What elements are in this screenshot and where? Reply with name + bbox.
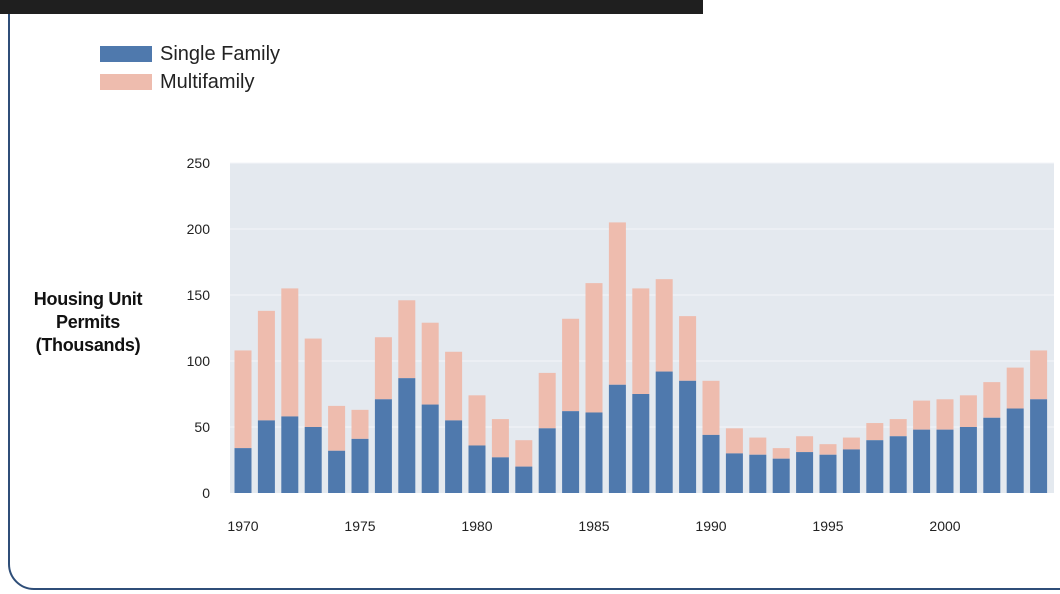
- x-tick-label: 1975: [344, 518, 375, 534]
- bar-multifamily: [749, 437, 767, 455]
- bar-single-family: [257, 420, 275, 493]
- legend-label-single-family: Single Family: [160, 42, 281, 65]
- y-tick-label: 0: [202, 485, 210, 501]
- bar-single-family: [445, 420, 463, 493]
- bar-single-family: [585, 412, 603, 493]
- bar-single-family: [398, 378, 416, 493]
- bar-single-family: [725, 453, 743, 493]
- bar-single-family: [374, 399, 392, 493]
- bar-multifamily: [421, 322, 439, 405]
- header-bar: [0, 0, 703, 14]
- bar-single-family: [819, 454, 837, 493]
- bar-multifamily: [562, 318, 580, 412]
- bar-multifamily: [445, 351, 463, 421]
- bar-multifamily: [959, 395, 977, 427]
- bar-multifamily: [304, 338, 322, 427]
- y-tick-label: 150: [187, 287, 211, 303]
- bar-multifamily: [632, 288, 650, 394]
- bar-single-family: [796, 452, 814, 493]
- bar-multifamily: [257, 310, 275, 421]
- bar-multifamily: [842, 437, 860, 450]
- legend: Single Family Multifamily: [100, 40, 280, 96]
- bar-single-family: [702, 434, 720, 493]
- bar-single-family: [468, 445, 486, 493]
- bar-multifamily: [585, 283, 603, 413]
- legend-item-multifamily: Multifamily: [100, 68, 280, 96]
- bar-multifamily: [538, 372, 556, 429]
- bar-single-family: [842, 449, 860, 493]
- y-tick-label: 100: [187, 353, 211, 369]
- bar-multifamily: [936, 399, 954, 430]
- bar-single-family: [304, 427, 322, 493]
- bar-multifamily: [351, 409, 369, 439]
- panel-frame: [8, 0, 1060, 590]
- bar-single-family: [632, 394, 650, 493]
- bar-single-family: [351, 438, 369, 493]
- legend-swatch-single-family: [100, 46, 152, 62]
- bar-multifamily: [702, 380, 720, 435]
- legend-item-single-family: Single Family: [100, 40, 280, 68]
- x-tick-label: 1985: [578, 518, 609, 534]
- bar-multifamily: [328, 405, 346, 451]
- bar-multifamily: [796, 436, 814, 453]
- bar-multifamily: [866, 423, 884, 441]
- bar-multifamily: [889, 419, 907, 437]
- bar-single-family: [679, 380, 697, 493]
- bar-single-family: [538, 428, 556, 493]
- bar-multifamily: [374, 337, 392, 400]
- bar-single-family: [655, 371, 673, 493]
- bar-single-family: [959, 427, 977, 493]
- bar-multifamily: [983, 382, 1001, 418]
- x-tick-label: 1980: [461, 518, 492, 534]
- bar-single-family: [234, 448, 252, 493]
- y-axis-label: Housing Unit Permits (Thousands): [33, 289, 143, 355]
- bar-single-family: [749, 454, 767, 493]
- bar-single-family: [608, 384, 626, 493]
- bar-multifamily: [913, 400, 931, 430]
- y-tick-label: 200: [187, 221, 211, 237]
- legend-label-multifamily: Multifamily: [160, 70, 255, 93]
- bar-single-family: [515, 466, 533, 493]
- bar-single-family: [491, 457, 509, 493]
- bar-multifamily: [725, 428, 743, 454]
- bar-single-family: [889, 436, 907, 493]
- bar-single-family: [281, 416, 299, 493]
- bar-single-family: [936, 429, 954, 493]
- x-tick-label: 1995: [812, 518, 843, 534]
- bar-single-family: [328, 450, 346, 493]
- bar-single-family: [1030, 399, 1048, 493]
- bar-single-family: [1006, 408, 1024, 493]
- bar-single-family: [772, 458, 790, 493]
- bar-multifamily: [655, 279, 673, 372]
- bar-multifamily: [491, 419, 509, 458]
- bar-single-family: [562, 411, 580, 493]
- x-tick-label: 1990: [695, 518, 726, 534]
- legend-swatch-multifamily: [100, 74, 152, 90]
- bar-multifamily: [679, 316, 697, 381]
- bar-multifamily: [515, 440, 533, 467]
- bar-single-family: [913, 429, 931, 493]
- bar-multifamily: [772, 448, 790, 459]
- bar-single-family: [866, 440, 884, 493]
- bar-multifamily: [608, 222, 626, 385]
- x-tick-label: 2000: [929, 518, 960, 534]
- y-tick-label: 50: [194, 419, 210, 435]
- bar-multifamily: [1030, 350, 1048, 400]
- bar-multifamily: [234, 350, 252, 449]
- bar-single-family: [421, 404, 439, 493]
- bar-multifamily: [398, 300, 416, 379]
- bar-multifamily: [1006, 367, 1024, 409]
- bar-multifamily: [281, 288, 299, 417]
- bar-single-family: [983, 417, 1001, 493]
- bar-multifamily: [819, 444, 837, 455]
- x-tick-label: 1970: [227, 518, 258, 534]
- bar-multifamily: [468, 395, 486, 446]
- y-tick-label: 250: [187, 155, 211, 171]
